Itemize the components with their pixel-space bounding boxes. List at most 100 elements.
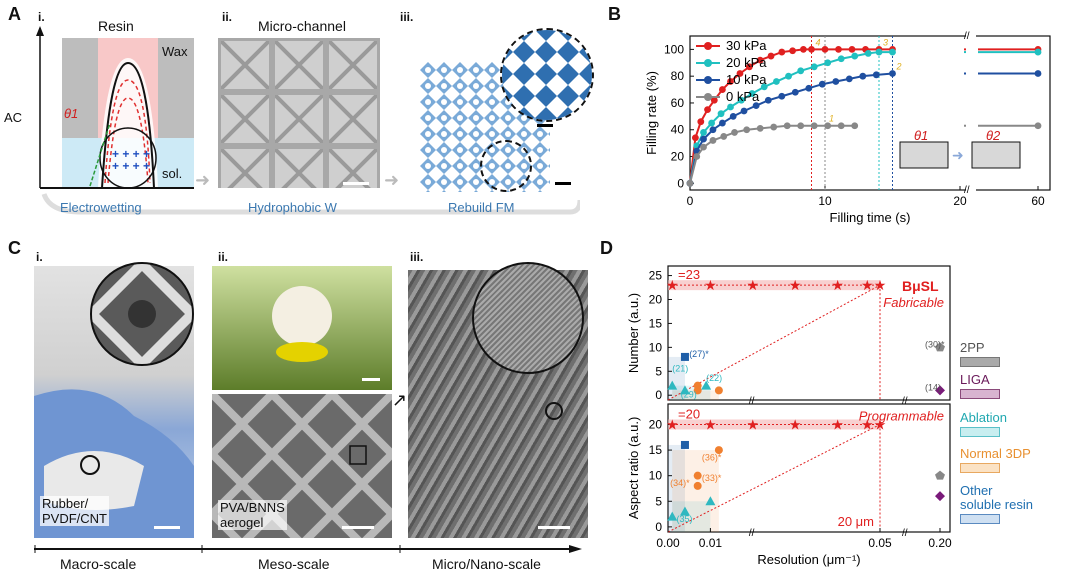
- x-tick-label: 0.05: [868, 536, 892, 550]
- legend-label: 20 kPa: [726, 55, 767, 70]
- star-point: ★: [747, 416, 760, 432]
- legend-swatch: [960, 389, 1000, 399]
- data-point: [810, 122, 818, 130]
- sol-label: sol.: [162, 166, 183, 181]
- data-point: [737, 96, 745, 104]
- scale-micro: Micro/Nano-scale: [432, 556, 541, 572]
- point-label: (14): [925, 382, 941, 392]
- data-point: [800, 45, 807, 53]
- legend-label: 30 kPa: [726, 38, 767, 53]
- data-point: [719, 86, 726, 93]
- point-label: (21): [672, 363, 688, 373]
- star-point: ★: [704, 277, 717, 293]
- data-point: [824, 122, 832, 130]
- data-point: [700, 135, 707, 143]
- point-label: (30)*: [925, 339, 945, 349]
- legend-label: LIGA: [960, 372, 990, 387]
- scale-bar: [342, 526, 374, 529]
- caption-hydrophobic: Hydrophobic W: [248, 200, 337, 215]
- data-point: [727, 103, 734, 111]
- star-point: ★: [861, 416, 874, 432]
- scale-bar: [362, 378, 380, 381]
- data-point: [746, 63, 753, 71]
- y-tick-label: 10: [649, 469, 663, 483]
- annotation-label: 3: [883, 37, 888, 47]
- theta1-label: θ1: [914, 128, 928, 143]
- panel-c-letter: C: [8, 238, 21, 258]
- data-point: [875, 48, 883, 56]
- data-point: [824, 59, 832, 67]
- region-ablation: [672, 501, 711, 532]
- legend-label: Normal 3DP: [960, 446, 1031, 461]
- data-point: [837, 55, 845, 63]
- y-tick-label: 60: [671, 96, 685, 110]
- data-point: [752, 102, 760, 110]
- data-point: [756, 56, 764, 64]
- panel-c-i-label: i.: [36, 250, 43, 264]
- legend-marker: [704, 93, 712, 101]
- data-point: [708, 119, 715, 127]
- x-axis-label: Filling time (s): [830, 210, 911, 225]
- annotation-label: 2: [896, 61, 902, 71]
- data-point: [743, 126, 751, 134]
- axis-break-mark: //: [749, 396, 755, 407]
- wax-label: Wax: [162, 44, 188, 59]
- legend-item-ablation: Ablation: [960, 410, 1007, 437]
- data-point: [704, 106, 711, 114]
- axis-break-mark: //: [964, 185, 970, 196]
- y-tick-label: 25: [649, 269, 663, 283]
- point-label: (22): [706, 373, 722, 383]
- y-tick-label: 0: [655, 388, 662, 402]
- triangle-point: [667, 511, 678, 521]
- label-rubber: Rubber/ PVDF/CNT: [40, 496, 109, 526]
- star-point: ★: [747, 277, 760, 293]
- circle-point: [693, 471, 702, 480]
- point-label: (35): [676, 514, 692, 524]
- data-point: [731, 129, 738, 136]
- star-point: ★: [704, 416, 717, 432]
- data-point: [832, 78, 840, 85]
- bmusl-label: BμSL: [902, 278, 939, 294]
- y-tick-label: 20: [671, 150, 685, 164]
- data-point: [748, 90, 756, 97]
- data-point: [810, 63, 818, 71]
- circle-point: [693, 481, 702, 490]
- star-point: ★: [874, 277, 887, 293]
- tag-label: Fabricable: [883, 295, 944, 310]
- legend-label: Other soluble resin: [960, 483, 1033, 512]
- theta1-label: θ1: [64, 106, 79, 121]
- data-point: [760, 83, 768, 91]
- diamond-point: [935, 385, 945, 396]
- legend: 2PP LIGA Ablation Normal 3DP Other solub…: [960, 340, 1078, 540]
- region-normal-3dp: [672, 450, 719, 532]
- arrow-icon: ➜: [195, 170, 211, 190]
- data-point: [785, 72, 792, 80]
- y-tick-label: 5: [655, 364, 662, 378]
- triangle-point: [701, 380, 712, 390]
- panel-c-iii-label: iii.: [410, 250, 424, 264]
- tem-inset: [472, 262, 584, 374]
- point-label: (27)*: [689, 349, 709, 359]
- arrow-icon: ↗: [392, 390, 408, 410]
- circle-point: [714, 386, 723, 395]
- legend-label: Ablation: [960, 410, 1007, 425]
- scale-bar: [555, 182, 571, 185]
- legend-marker: [704, 76, 712, 84]
- star-point: ★: [874, 416, 887, 432]
- data-point: [720, 133, 728, 140]
- region-normal-3dp: [672, 390, 719, 400]
- point-label: (36)*: [702, 452, 722, 462]
- trend-line: [667, 284, 881, 401]
- square-point: [680, 440, 689, 449]
- data-point: [1034, 70, 1042, 77]
- y-tick-label: 40: [671, 123, 685, 137]
- data-point: [693, 153, 701, 160]
- cycle-arrow: [40, 190, 583, 218]
- y-tick-label: 20: [649, 417, 663, 431]
- y-axis-label: Number (a.u.): [626, 293, 641, 373]
- zoom-inset: [500, 28, 594, 122]
- data-point: [697, 118, 705, 126]
- legend-item-liga: LIGA: [960, 372, 1000, 399]
- data-point: [864, 50, 872, 57]
